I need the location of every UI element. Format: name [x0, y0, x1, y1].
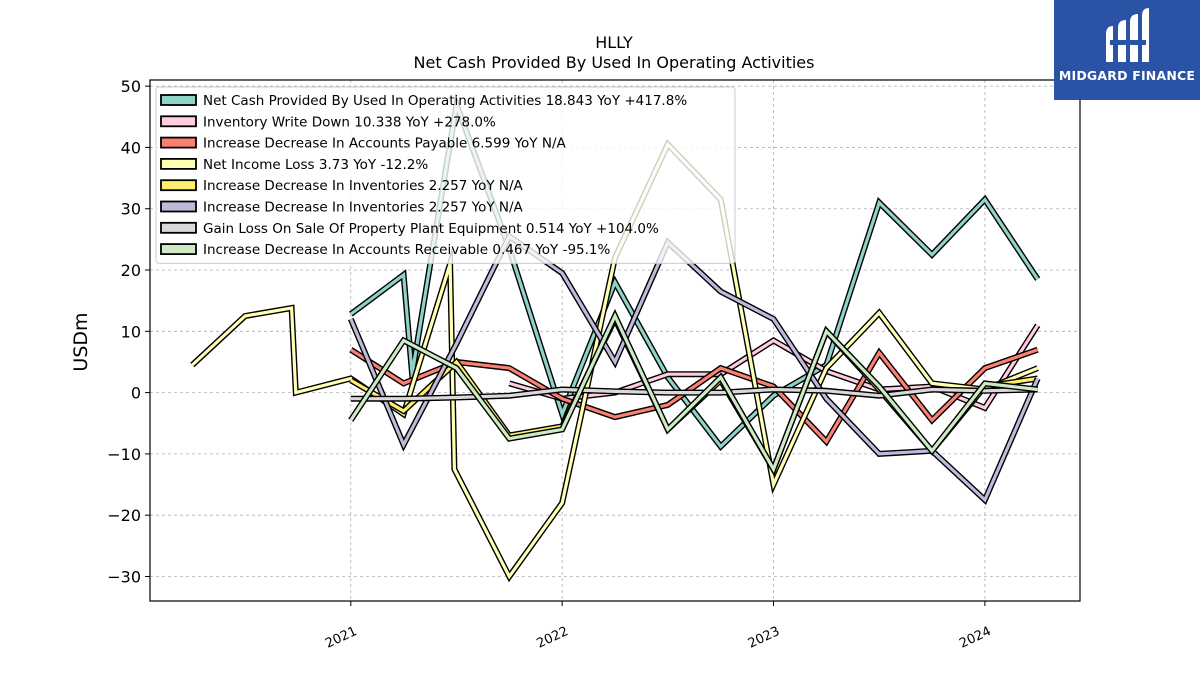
x-tick-label: 2024	[957, 624, 993, 652]
series-line	[508, 323, 1041, 412]
chart-title: HLLY	[595, 33, 633, 52]
legend-swatch	[160, 94, 197, 106]
y-tick-label: 20	[121, 261, 141, 280]
brand-logo: MIDGARD FINANCE	[1054, 0, 1200, 100]
legend-item: Net Cash Provided By Used In Operating A…	[160, 93, 687, 109]
legend: Net Cash Provided By Used In Operating A…	[155, 86, 736, 264]
y-tick-label: 0	[131, 384, 141, 403]
legend-item: Inventory Write Down 10.338 YoY +278.0%	[160, 114, 496, 130]
x-tick-label: 2021	[323, 624, 359, 652]
series-line	[190, 139, 1039, 583]
legend-item: Gain Loss On Sale Of Property Plant Equi…	[160, 221, 659, 237]
legend-label: Inventory Write Down 10.338 YoY +278.0%	[203, 114, 496, 130]
legend-label: Gain Loss On Sale Of Property Plant Equi…	[203, 221, 659, 237]
y-tick-label: −20	[107, 506, 141, 525]
legend-label: Increase Decrease In Inventories 2.257 Y…	[203, 200, 524, 216]
legend-label: Increase Decrease In Accounts Receivable…	[203, 242, 611, 258]
series-line	[349, 346, 1039, 447]
x-tick-label: 2023	[746, 624, 782, 652]
y-tick-label: 50	[121, 77, 141, 96]
y-tick-label: −10	[107, 445, 141, 464]
series-line	[348, 308, 1039, 477]
logo-text: MIDGARD FINANCE	[1058, 68, 1196, 83]
legend-item: Net Income Loss 3.73 YoY -12.2%	[160, 157, 428, 173]
legend-swatch	[160, 200, 197, 213]
y-tick-label: 40	[121, 138, 141, 157]
y-tick-label: 10	[121, 322, 141, 341]
legend-item: Increase Decrease In Inventories 2.257 Y…	[160, 178, 524, 194]
x-tick-label: 2022	[535, 624, 571, 652]
legend-swatch	[160, 115, 197, 128]
y-tick-label: −30	[107, 567, 141, 586]
y-axis-label: USDm	[70, 312, 92, 371]
legend-swatch	[160, 243, 197, 256]
legend-label: Net Cash Provided By Used In Operating A…	[203, 93, 687, 109]
legend-swatch	[160, 157, 197, 170]
logo-icon	[1106, 8, 1149, 62]
series-line	[348, 231, 1041, 505]
series-line	[350, 386, 1038, 402]
legend-swatch	[160, 179, 197, 192]
y-tick-label: 30	[121, 200, 141, 219]
legend-item: Increase Decrease In Accounts Receivable…	[160, 242, 611, 258]
legend-label: Increase Decrease In Accounts Payable 6.…	[203, 136, 566, 152]
legend-item: Increase Decrease In Inventories 2.257 Y…	[160, 200, 524, 216]
plot-area	[190, 92, 1041, 583]
legend-swatch	[160, 136, 197, 149]
chart-subtitle: Net Cash Provided By Used In Operating A…	[414, 53, 815, 72]
axis-ticks: 50 40 30 20 10 0 −10 −20 −30 2021 2022 2023 2024	[107, 77, 993, 651]
plot-frame	[149, 79, 1081, 602]
legend-box	[155, 86, 736, 264]
legend-item: Increase Decrease In Accounts Payable 6.…	[160, 136, 566, 152]
legend-label: Increase Decrease In Inventories 2.257 Y…	[203, 178, 524, 194]
legend-label: Net Income Loss 3.73 YoY -12.2%	[203, 157, 428, 173]
legend-swatch	[160, 221, 197, 234]
